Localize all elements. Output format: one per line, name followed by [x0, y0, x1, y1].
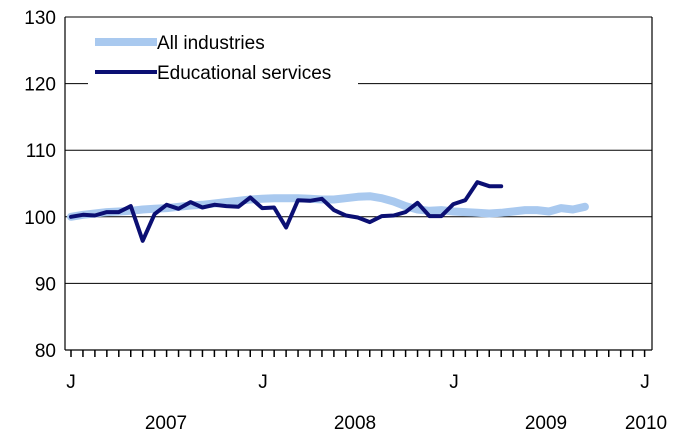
y-tick-label: 100	[24, 208, 56, 229]
x-month-label: J	[258, 372, 268, 393]
x-year-label: 2007	[145, 413, 187, 434]
y-tick-label: 80	[35, 341, 56, 362]
legend-label: Educational services	[157, 63, 331, 84]
x-month-label: J	[449, 372, 459, 393]
y-tick-label: 120	[24, 75, 56, 96]
x-month-label: J	[66, 372, 76, 393]
y-tick-label: 90	[35, 274, 56, 295]
legend-label: All industries	[157, 33, 265, 54]
x-year-label: 2008	[334, 413, 376, 434]
y-tick-label: 130	[24, 8, 56, 29]
series-line-2	[69, 180, 504, 243]
x-year-label: 2009	[525, 413, 567, 434]
y-tick-label: 110	[26, 141, 56, 162]
x-month-label: J	[640, 372, 650, 393]
x-year-label: 2010	[625, 413, 667, 434]
series-line-1	[67, 192, 589, 221]
legend-background	[88, 24, 358, 94]
